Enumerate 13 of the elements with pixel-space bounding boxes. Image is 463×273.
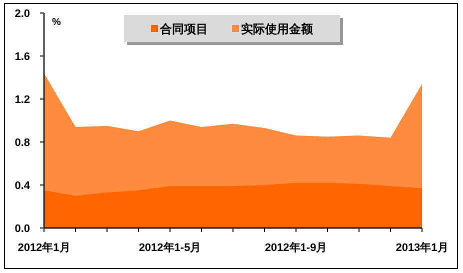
y-tick-label: 2.0 (14, 8, 30, 20)
x-tick-label: 2012年1月 (18, 241, 70, 254)
y-tick-label: 1.6 (14, 51, 30, 63)
legend-label: 实际使用金额 (241, 22, 314, 36)
y-tick-label: 0.0 (14, 223, 30, 235)
y-tick-label: 0.4 (14, 180, 31, 192)
y-tick-label: 0.8 (14, 137, 30, 149)
x-tick-label: 2012年1-5月 (138, 241, 202, 254)
x-tick-label: 2012年1-9月 (264, 241, 328, 254)
y-axis-title: % (52, 17, 61, 28)
y-tick-label: 1.2 (14, 94, 30, 106)
x-tick-label: 2013年1月 (396, 241, 448, 254)
legend-label: 合同项目 (159, 22, 208, 36)
